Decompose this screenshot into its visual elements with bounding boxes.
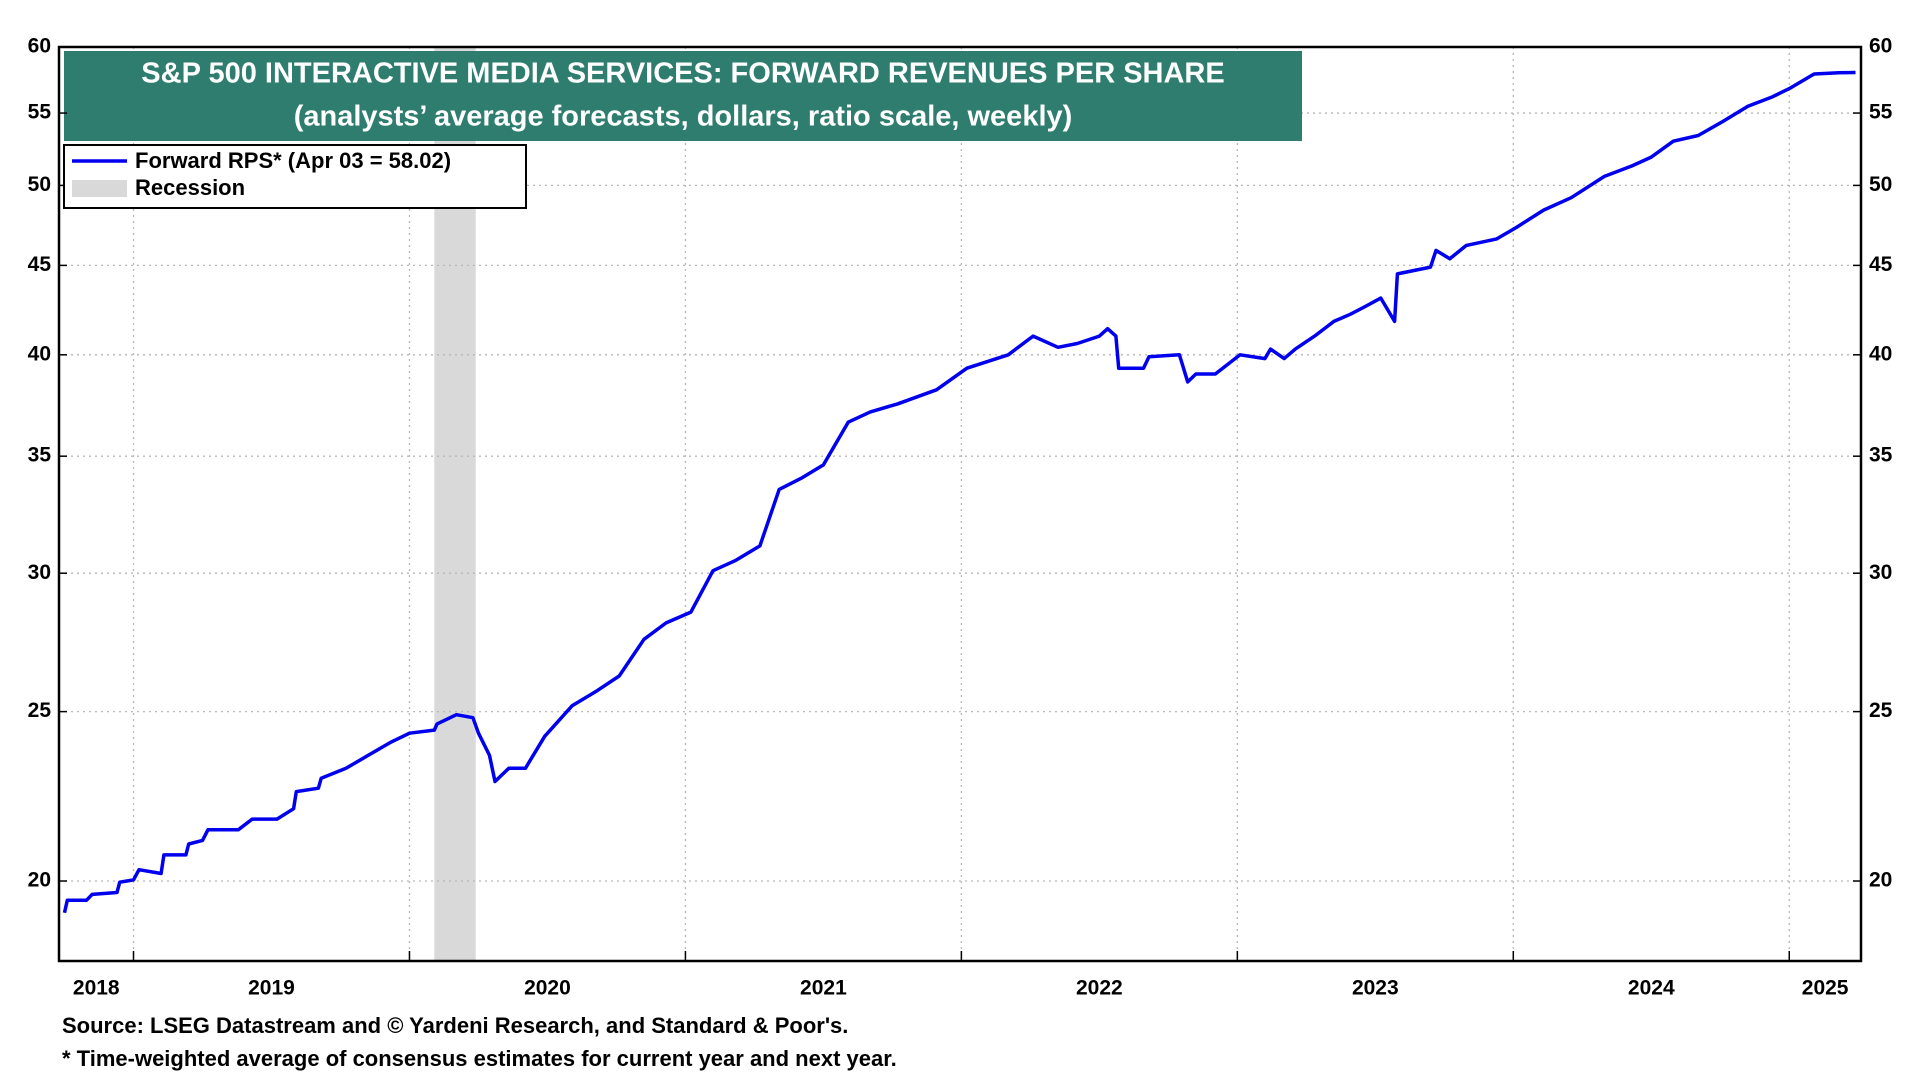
x-tick-label: 2020 xyxy=(524,977,571,1000)
y2-tick-label: 40 xyxy=(1869,342,1892,365)
footnote: * Time-weighted average of consensus est… xyxy=(62,1046,897,1071)
y-tick-label: 20 xyxy=(28,869,51,892)
y2-tick-label: 25 xyxy=(1869,699,1893,722)
x-tick-label: 2025 xyxy=(1802,977,1849,1000)
title-box xyxy=(64,51,1302,141)
y-tick-label: 60 xyxy=(28,35,51,58)
legend-label: Recession xyxy=(135,175,245,200)
legend-box xyxy=(63,144,527,209)
y-tick-label: 55 xyxy=(28,101,52,124)
legend-swatch xyxy=(72,180,127,197)
y2-tick-label: 55 xyxy=(1869,101,1893,124)
chart-title: S&P 500 INTERACTIVE MEDIA SERVICES: FORW… xyxy=(141,58,1224,90)
y-tick-label: 50 xyxy=(28,173,51,196)
y-tick-label: 25 xyxy=(28,699,52,722)
y-tick-label: 30 xyxy=(28,561,51,584)
plot-frame xyxy=(57,45,1863,963)
data-line xyxy=(62,70,1856,914)
y-tick-label: 40 xyxy=(28,342,51,365)
y2-tick-label: 20 xyxy=(1869,869,1892,892)
x-tick-label: 2019 xyxy=(248,977,295,1000)
y2-tick-label: 35 xyxy=(1869,444,1893,467)
y2-tick-label: 45 xyxy=(1869,253,1893,276)
y2-tick-label: 50 xyxy=(1869,173,1892,196)
legend-label: Forward RPS* (Apr 03 = 58.02) xyxy=(135,148,451,173)
y-tick-label: 45 xyxy=(28,253,52,276)
chart-subtitle: (analysts’ average forecasts, dollars, r… xyxy=(294,101,1073,133)
x-tick-label: 2021 xyxy=(800,977,847,1000)
x-tick-label: 2018 xyxy=(73,977,120,1000)
x-tick-label: 2024 xyxy=(1628,977,1675,1000)
y2-tick-label: 30 xyxy=(1869,561,1892,584)
y2-tick-label: 60 xyxy=(1869,35,1892,58)
y-tick-label: 35 xyxy=(28,444,52,467)
x-tick-label: 2022 xyxy=(1076,977,1123,1000)
x-tick-label: 2023 xyxy=(1352,977,1399,1000)
source-note: Source: LSEG Datastream and © Yardeni Re… xyxy=(62,1013,848,1038)
